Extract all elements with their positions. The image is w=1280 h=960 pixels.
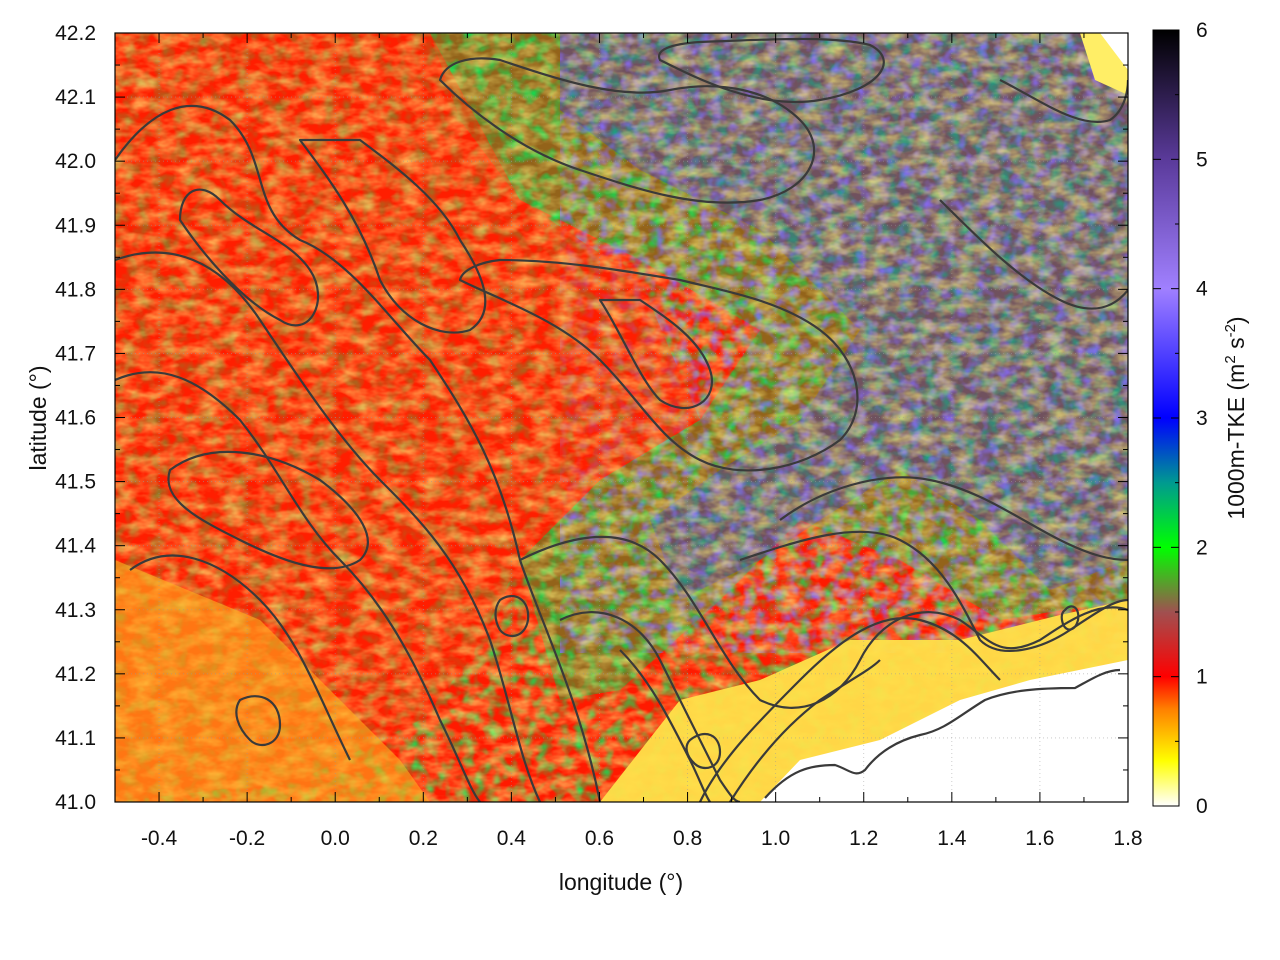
contour-line-17 bbox=[729, 659, 881, 802]
contour-line-24 bbox=[167, 450, 369, 570]
contour-line-19 bbox=[999, 79, 1128, 123]
contour-line-11 bbox=[519, 535, 1128, 709]
contour-line-23 bbox=[1060, 605, 1080, 631]
y-tick-label: 41.9 bbox=[55, 214, 96, 237]
contour-line-4 bbox=[129, 554, 351, 761]
x-tick-label: 1.8 bbox=[1113, 827, 1142, 850]
y-tick-label: 41.0 bbox=[55, 791, 96, 814]
contours bbox=[115, 37, 1128, 802]
x-tick-label: 0.4 bbox=[497, 827, 527, 850]
contour-line-12 bbox=[559, 611, 741, 802]
field-zone-white-ne-corner bbox=[1100, 33, 1128, 70]
colorbar-tick-label: 0 bbox=[1196, 795, 1208, 818]
contour-line-2 bbox=[115, 251, 541, 802]
contour-line-18 bbox=[939, 199, 1128, 310]
contour-line-16 bbox=[699, 617, 1001, 802]
contour-line-25 bbox=[764, 668, 1121, 799]
colorbar-tick-label: 1 bbox=[1196, 666, 1208, 689]
y-tick-label: 41.1 bbox=[55, 727, 96, 750]
contour-line-3 bbox=[115, 371, 481, 802]
y-tick-label: 42.1 bbox=[55, 86, 96, 109]
y-axis-ticks: 41.0 41.1 41.2 41.3 41.4 41.5 41.6 41.7 41.8 41.9… bbox=[55, 22, 1128, 814]
y-tick-label: 42.0 bbox=[55, 150, 96, 173]
x-tick-label: 0.2 bbox=[409, 827, 438, 850]
y-tick-label: 41.3 bbox=[55, 599, 96, 622]
contour-line-6 bbox=[298, 138, 487, 334]
colorbar-label-end: ) bbox=[1223, 316, 1249, 324]
colorbar-label-mid: s bbox=[1223, 337, 1249, 355]
colorbar-tick-label: 3 bbox=[1196, 407, 1208, 430]
x-tick-label: 1.4 bbox=[937, 827, 967, 850]
x-tick-label: 0.0 bbox=[321, 827, 350, 850]
contour-line-9 bbox=[438, 57, 816, 204]
contour-line-8 bbox=[598, 298, 713, 410]
contour-line-7 bbox=[458, 258, 859, 472]
contour-line-20 bbox=[235, 695, 282, 747]
x-tick-label: 0.8 bbox=[673, 827, 702, 850]
colorbar-tick-label: 5 bbox=[1196, 148, 1208, 171]
contour-line-1 bbox=[115, 104, 602, 802]
x-tick-label: 1.0 bbox=[761, 827, 790, 850]
x-axis-label: longitude (°) bbox=[559, 869, 683, 895]
contour-line-22 bbox=[685, 732, 722, 770]
field-zone-yellow-sw bbox=[115, 560, 430, 802]
x-tick-label: 0.6 bbox=[585, 827, 614, 850]
y-tick-label: 41.4 bbox=[55, 535, 96, 558]
colorbar-tick-label: 6 bbox=[1196, 19, 1208, 42]
x-tick-label: -0.4 bbox=[141, 827, 178, 850]
x-axis-ticks: -0.4 -0.2 0.0 0.2 0.4 0.6 0.8 1.0 1.2 1.4 1.6 1.8 bbox=[141, 33, 1143, 850]
colorbar-label-sup1: 2 bbox=[1222, 355, 1239, 363]
x-tick-label: 1.6 bbox=[1025, 827, 1054, 850]
contour-line-5 bbox=[178, 188, 320, 327]
contour-line-14 bbox=[739, 530, 1128, 652]
x-tick-label: -0.2 bbox=[229, 827, 265, 850]
y-tick-label: 41.6 bbox=[55, 407, 96, 430]
y-tick-label: 41.8 bbox=[55, 278, 96, 301]
colorbar-label: 1000m-TKE (m2 s-2) bbox=[1222, 316, 1249, 519]
contour-line-21 bbox=[494, 595, 530, 638]
field-zone-white-sea bbox=[760, 660, 1128, 802]
contour-line-13 bbox=[619, 649, 711, 802]
y-tick-label: 42.2 bbox=[55, 22, 96, 45]
y-tick-label: 41.2 bbox=[55, 663, 96, 686]
colorbar-tick-label: 2 bbox=[1196, 536, 1208, 559]
contour-line-15 bbox=[779, 476, 1128, 562]
colorbar-label-sup2: -2 bbox=[1222, 324, 1239, 337]
y-tick-label: 41.7 bbox=[55, 342, 96, 365]
colorbar-tick-label: 4 bbox=[1196, 278, 1208, 301]
colorbar-label-main: 1000m-TKE (m bbox=[1223, 364, 1249, 520]
y-axis-label: latitude (°) bbox=[25, 365, 51, 470]
contour-line-10 bbox=[657, 37, 885, 104]
grid bbox=[115, 33, 1128, 802]
x-tick-label: 1.2 bbox=[849, 827, 878, 850]
y-tick-label: 41.5 bbox=[55, 471, 96, 494]
colorbar-ticks: 0 1 2 3 4 5 6 bbox=[1153, 19, 1208, 818]
tke-field bbox=[115, 33, 1128, 802]
